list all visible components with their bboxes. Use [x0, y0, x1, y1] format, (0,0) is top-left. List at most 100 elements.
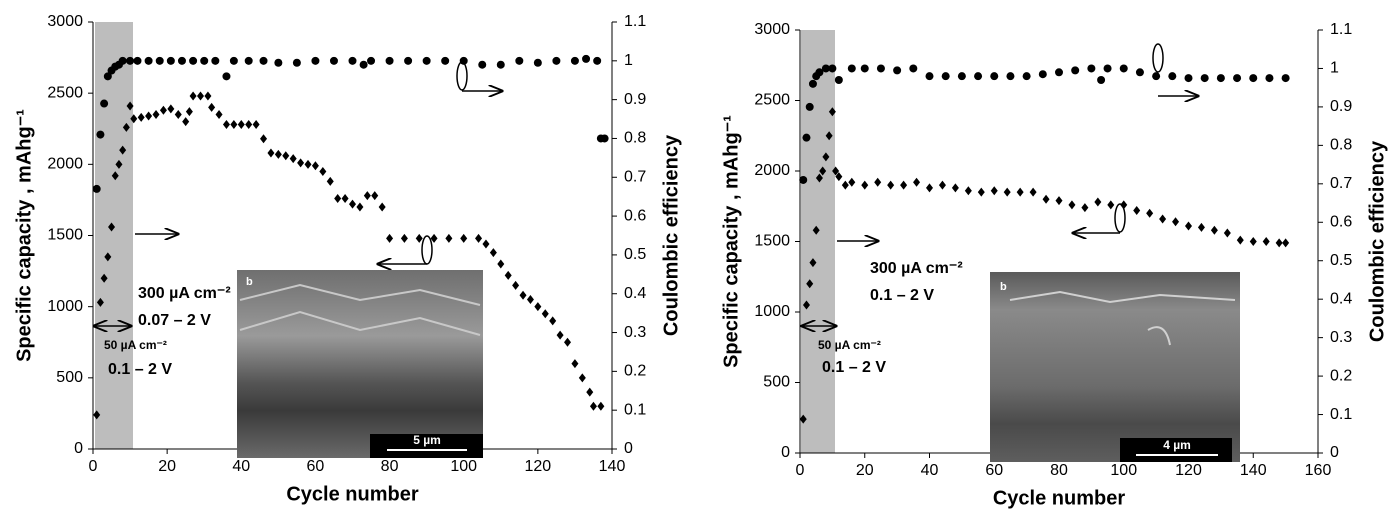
efficiency-point	[990, 72, 999, 81]
capacity-point	[1159, 214, 1167, 224]
y-tick-label: 1500	[47, 227, 83, 244]
capacity-point	[363, 191, 371, 201]
y2-tick-label: 0.9	[624, 91, 646, 108]
inset-label: b	[246, 276, 253, 288]
efficiency-point	[802, 133, 811, 142]
annotations-right: 300 µA cm⁻² 0.1 – 2 V 50 µA cm⁻² 0.1 – 2…	[802, 43, 1240, 462]
capacity-point	[822, 152, 830, 162]
efficiency-point	[103, 72, 112, 81]
capacity-point	[586, 387, 594, 397]
capacity-point	[430, 233, 438, 243]
efficiency-point	[1249, 74, 1258, 83]
capacity-point	[341, 193, 349, 203]
capacity-point	[378, 202, 386, 212]
capacity-point	[274, 149, 282, 159]
annotation: 300 µA cm⁻²	[870, 260, 963, 277]
capacity-point	[541, 309, 549, 319]
efficiency-point	[92, 184, 101, 193]
efficiency-point	[847, 64, 856, 73]
annotation: 0.1 – 2 V	[822, 359, 886, 376]
y-tick-label: 2000	[47, 156, 83, 173]
efficiency-point	[515, 56, 524, 65]
x-tick-label: 20	[158, 458, 176, 475]
y-tick-label: 500	[763, 374, 790, 391]
y2-tick-label: 1	[1330, 60, 1339, 77]
efficiency-point	[274, 58, 283, 67]
efficiency-point	[1006, 72, 1015, 81]
capacity-point	[260, 134, 268, 144]
capacity-point	[874, 177, 882, 187]
capacity-point	[835, 172, 843, 182]
efficiency-point	[211, 56, 220, 65]
efficiency-point	[244, 56, 253, 65]
efficiency-point	[367, 56, 376, 65]
efficiency-point	[1071, 66, 1080, 75]
efficiency-point	[155, 56, 164, 65]
efficiency-point	[552, 56, 561, 65]
capacity-point	[122, 122, 130, 132]
y2-tick-label: 0	[1330, 444, 1339, 461]
y-tick-label: 3000	[754, 21, 790, 38]
capacity-point	[938, 180, 946, 190]
y2-axis-label: Coulombic efficiency	[1366, 140, 1388, 342]
capacity-point	[460, 233, 468, 243]
capacity-point	[189, 91, 197, 101]
y2-axis-label: Coulombic efficiency	[660, 134, 682, 336]
capacity-point	[848, 177, 856, 187]
efficiency-point	[1265, 74, 1274, 83]
y-tick-label: 3000	[47, 13, 83, 30]
efficiency-point	[496, 60, 505, 69]
annotation: 0.1 – 2 V	[108, 361, 172, 378]
x-tick-label: 80	[381, 458, 399, 475]
capacity-point	[861, 180, 869, 190]
capacity-point	[222, 119, 230, 129]
efficiency-point	[1038, 70, 1047, 79]
annotation: 50 µA cm⁻²	[818, 338, 881, 352]
efficiency-point	[404, 56, 413, 65]
capacity-point	[319, 166, 327, 176]
efficiency-point	[118, 56, 127, 65]
capacity-point	[185, 107, 193, 117]
capacity-point	[297, 158, 305, 168]
efficiency-point	[1216, 74, 1225, 83]
efficiency-point	[821, 64, 830, 73]
capacity-point	[1068, 200, 1076, 210]
capacity-point	[267, 148, 275, 158]
x-axis-label: Cycle number	[286, 483, 418, 505]
y2-tick-label: 0.8	[624, 130, 646, 147]
efficiency-point	[359, 60, 368, 69]
capacity-point	[282, 151, 290, 161]
x-tick-label: 0	[89, 458, 98, 475]
capacity-point	[828, 107, 836, 117]
y2-tick-label: 0.6	[624, 207, 646, 224]
capacity-point	[304, 159, 312, 169]
efficiency-point	[459, 56, 468, 65]
y-tick-label: 1500	[754, 233, 790, 250]
panel-right	[801, 30, 835, 453]
efficiency-point	[441, 56, 450, 65]
efficiency-point	[925, 72, 934, 81]
efficiency-point	[478, 60, 487, 69]
capacity-point	[152, 110, 160, 120]
capacity-point	[504, 270, 512, 280]
efficiency-point	[893, 66, 902, 75]
capacity-point	[126, 101, 134, 111]
y2-tick-label: 1	[624, 52, 633, 69]
capacity-point	[145, 111, 153, 121]
capacity-point	[119, 145, 127, 155]
capacity-point	[204, 91, 212, 101]
capacity-point	[174, 110, 182, 120]
capacity-point	[806, 279, 814, 289]
capacity-point	[1146, 208, 1154, 218]
capacity-point	[1282, 238, 1290, 248]
scale-label: 4 µm	[1163, 438, 1191, 452]
capacity-point	[597, 401, 605, 411]
capacity-point	[1081, 203, 1089, 213]
y2-tick-label: 0.5	[624, 246, 646, 263]
x-tick-label: 120	[525, 458, 552, 475]
capacity-point	[386, 233, 394, 243]
efficiency-point	[600, 134, 609, 143]
capacity-point	[111, 171, 119, 181]
loop	[421, 235, 433, 265]
capacity-point	[1003, 187, 1011, 197]
